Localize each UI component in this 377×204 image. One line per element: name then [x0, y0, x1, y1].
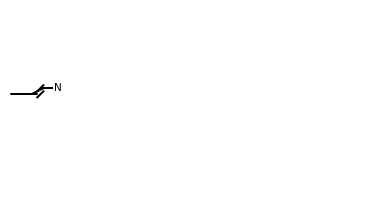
Text: N: N — [54, 83, 62, 93]
